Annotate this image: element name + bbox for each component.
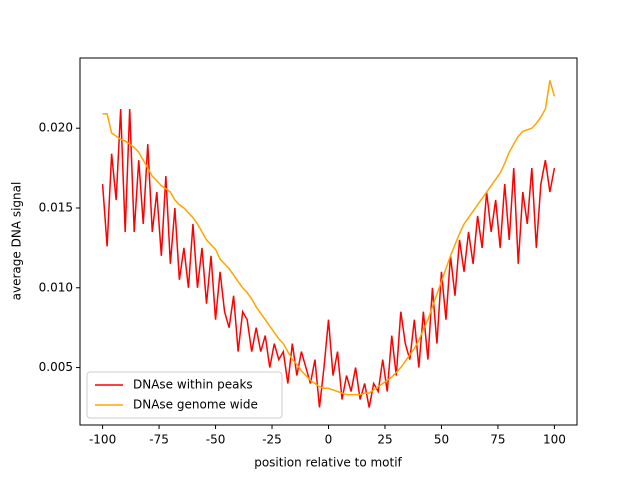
line-series	[102, 80, 556, 396]
x-tick-label: 100	[543, 433, 566, 447]
x-tick-label: 25	[377, 433, 392, 447]
y-tick-label: 0.015	[39, 200, 73, 214]
legend-box	[86, 371, 283, 419]
plot-frame	[79, 57, 578, 426]
y-tick-label: 0.020	[39, 121, 73, 135]
y-axis-label: average DNA signal	[10, 182, 24, 301]
x-tick-label: -100	[89, 433, 116, 447]
x-tick-label: -50	[206, 433, 226, 447]
x-axis-label: position relative to motif	[254, 456, 402, 470]
legend-label: DNAse within peaks	[133, 378, 253, 392]
x-tick-label: 75	[490, 433, 505, 447]
x-tick-label: 0	[325, 433, 333, 447]
x-tick-label: -75	[149, 433, 169, 447]
x-tick-label: -25	[262, 433, 282, 447]
legend-label: DNAse genome wide	[133, 398, 258, 412]
x-tick-label: 50	[434, 433, 449, 447]
y-tick-label: 0.005	[39, 360, 73, 374]
line-series	[101, 109, 556, 408]
y-tick-label: 0.010	[39, 280, 73, 294]
